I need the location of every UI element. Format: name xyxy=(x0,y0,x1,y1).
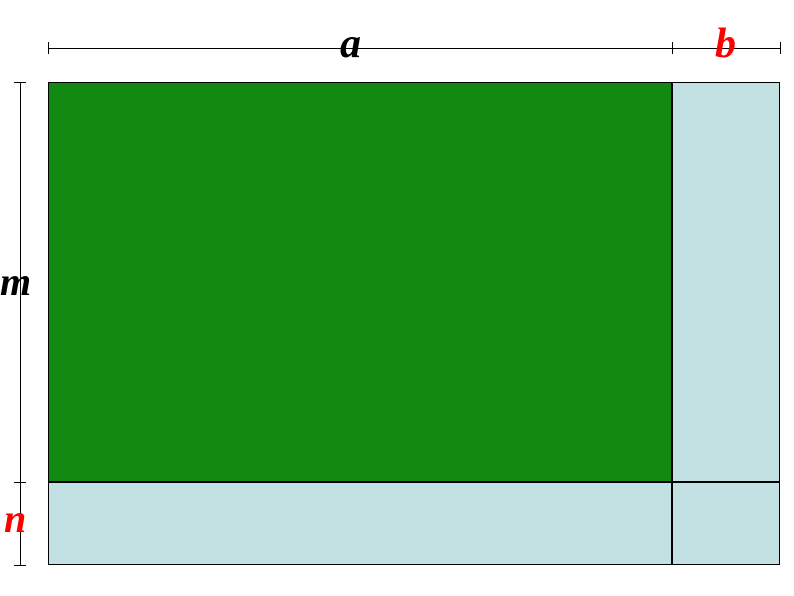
dim-cap-b-right xyxy=(780,42,781,54)
label-n: n xyxy=(4,495,26,542)
main-green-rect xyxy=(48,82,672,482)
bottom-right-blue-rect xyxy=(672,482,780,565)
right-blue-rect xyxy=(672,82,780,482)
dim-cap-m-top xyxy=(14,82,26,83)
label-m: m xyxy=(0,258,31,305)
dim-cap-n-bottom xyxy=(14,565,26,566)
label-a: a xyxy=(340,20,361,68)
bottom-left-blue-rect xyxy=(48,482,672,565)
dim-cap-a-left xyxy=(48,42,49,54)
dim-cap-b-left xyxy=(672,42,673,54)
label-b: b xyxy=(715,20,736,68)
area-diagram: a b m n xyxy=(0,0,794,596)
dim-cap-n-top xyxy=(14,482,26,483)
